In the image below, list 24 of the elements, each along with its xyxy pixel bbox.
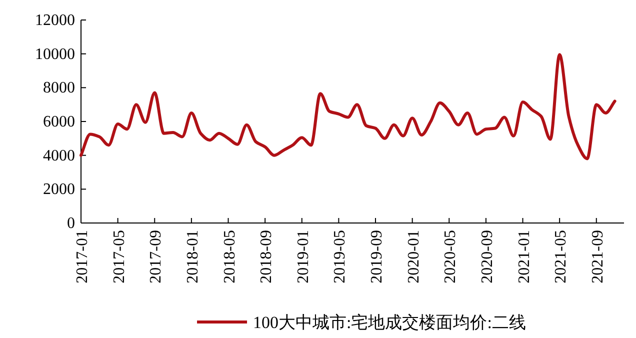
y-tick-label: 8000 — [43, 80, 75, 97]
x-tick-label: 2021-01 — [516, 230, 533, 284]
legend-label: 100大中城市:宅地成交楼面均价:二线 — [253, 313, 526, 332]
x-tick-label: 2020-09 — [478, 230, 496, 284]
x-tick-label: 2018-01 — [184, 230, 202, 284]
x-tick-label: 2017-05 — [110, 230, 128, 284]
y-tick-label: 0 — [67, 215, 75, 232]
x-tick-label: 2018-05 — [221, 230, 238, 284]
x-tick-label: 2017-01 — [74, 230, 91, 284]
x-tick-label: 2019-01 — [294, 230, 312, 284]
x-tick-label: 2018-09 — [258, 230, 276, 284]
x-tick-label: 2020-01 — [405, 230, 422, 284]
x-tick-label: 2021-09 — [589, 230, 606, 284]
y-tick-label: 12000 — [35, 12, 75, 29]
x-tick-label: 2019-09 — [368, 230, 386, 284]
x-tick-label: 2019-05 — [332, 230, 349, 284]
y-tick-label: 6000 — [43, 114, 75, 130]
x-tick-label: 2017-09 — [148, 230, 165, 284]
y-tick-label: 4000 — [43, 147, 75, 164]
y-tick-label: 10000 — [35, 46, 75, 63]
line-series — [80, 53, 616, 160]
x-tick-label: 2021-05 — [552, 230, 570, 284]
x-tick-label: 2020-05 — [442, 230, 460, 284]
y-tick-label: 2000 — [43, 181, 75, 198]
